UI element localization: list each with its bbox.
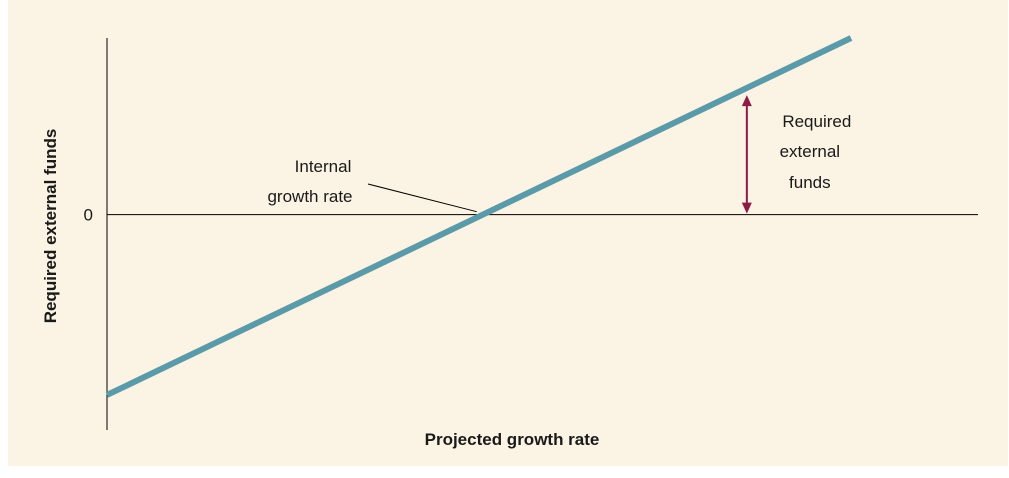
x-axis-label: Projected growth rate: [425, 430, 600, 449]
internal-growth-rate-label-line1: Internal: [295, 157, 352, 176]
required-funds-label-line2: external: [780, 142, 840, 161]
required-funds-label-line3: funds: [789, 173, 831, 192]
chart-panel: [8, 0, 1008, 466]
required-funds-label-line1: Required: [782, 112, 851, 131]
internal-growth-rate-leader: [367, 183, 477, 213]
y-tick-label: 0: [84, 206, 93, 225]
y-axis-label: Required external funds: [41, 129, 60, 324]
required-funds-arrow-head-bottom: [741, 202, 752, 214]
internal-growth-rate-label-line2: growth rate: [267, 187, 352, 206]
series-line: [105, 35, 853, 398]
required-funds-arrow-head-top: [741, 95, 752, 107]
